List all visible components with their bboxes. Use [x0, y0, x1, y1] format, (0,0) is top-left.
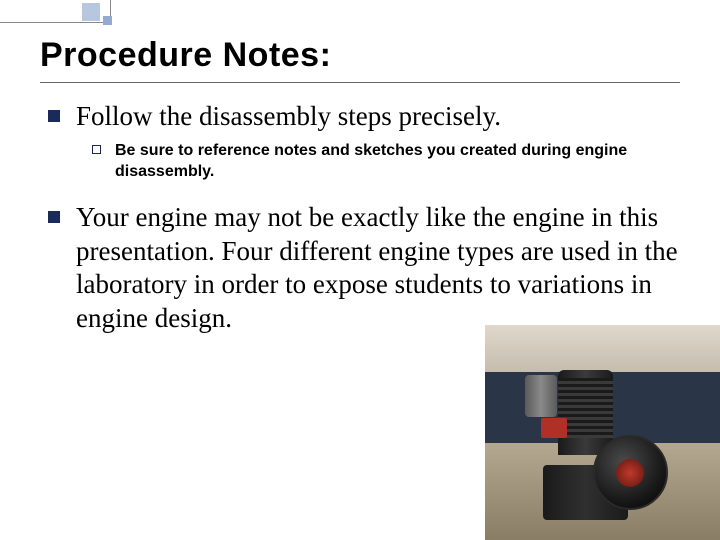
bullet-item: Your engine may not be exactly like the … — [48, 201, 680, 336]
sub-bullet-marker-icon — [92, 145, 101, 154]
bullet-marker-icon — [48, 110, 60, 122]
content-area: Follow the disassembly steps precisely. … — [48, 100, 680, 342]
engine-tank — [525, 375, 557, 417]
bullet-text: Follow the disassembly steps precisely. — [76, 100, 501, 134]
sub-bullet-text: Be sure to reference notes and sketches … — [115, 140, 680, 183]
slide-title: Procedure Notes: — [40, 36, 331, 75]
engine-flywheel — [593, 435, 668, 510]
engine-photo — [485, 325, 720, 540]
bullet-marker-icon — [48, 211, 60, 223]
engine-logo-plate — [541, 418, 567, 438]
flywheel-hub — [616, 459, 644, 487]
corner-square-small — [103, 16, 112, 25]
corner-square-large — [82, 3, 100, 21]
title-underline — [40, 82, 680, 83]
corner-decoration — [0, 0, 140, 30]
engine-body — [533, 370, 673, 520]
bullet-text: Your engine may not be exactly like the … — [76, 201, 680, 336]
corner-line-horizontal — [0, 22, 110, 23]
engine-cylinder — [558, 370, 613, 455]
bullet-item: Follow the disassembly steps precisely. — [48, 100, 680, 134]
sub-bullet-item: Be sure to reference notes and sketches … — [92, 140, 680, 183]
